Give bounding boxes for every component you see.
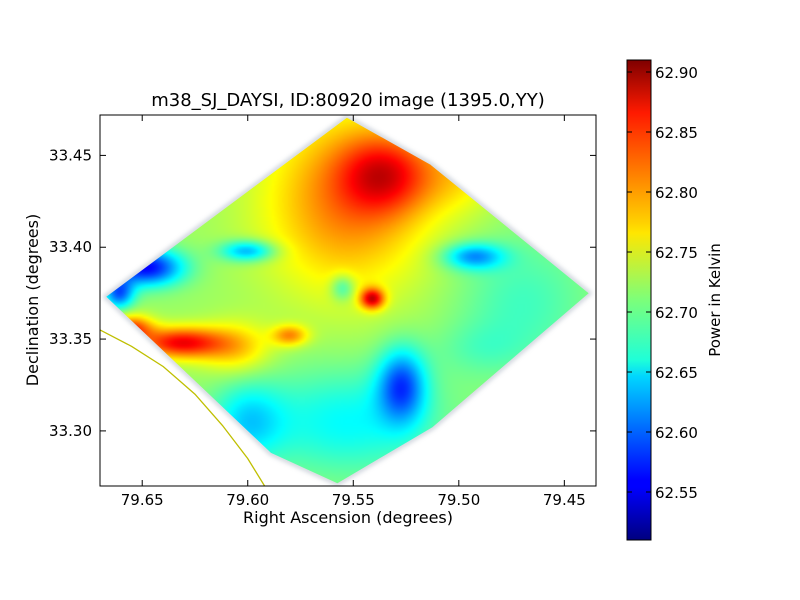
plot-frame	[99, 114, 597, 487]
y-tick-label: 33.30	[49, 422, 92, 440]
colorbar-tick-label: 62.75	[655, 244, 698, 262]
y-tick-label: 33.45	[49, 146, 92, 164]
colorbar-label: Power in Kelvin	[706, 243, 724, 357]
y-axis-label: Declination (degrees)	[23, 214, 42, 386]
colorbar-tick-label: 62.80	[655, 184, 698, 202]
y-tick-label: 33.40	[49, 238, 92, 256]
x-tick-label: 79.60	[226, 491, 269, 509]
colorbar-tick-label: 62.70	[655, 304, 698, 322]
colorbar-tick-label: 62.55	[655, 484, 698, 502]
x-tick-label: 79.65	[121, 491, 164, 509]
heatmap-area	[100, 115, 593, 486]
chart-title: m38_SJ_DAYSI, ID:80920 image (1395.0,YY)	[151, 90, 545, 111]
y-axis-ticks: 33.30 33.35 33.40 33.45	[49, 146, 596, 440]
colorbar-tick-label: 62.60	[655, 424, 698, 442]
colorbar-ticks: 62.55 62.60 62.65 62.70 62.75 62.80 62.85 62.90	[627, 64, 698, 502]
boundary-curve	[100, 329, 266, 486]
x-tick-label: 79.55	[332, 491, 375, 509]
x-tick-label: 79.50	[437, 491, 480, 509]
colorbar-tick-label: 62.85	[655, 124, 698, 142]
colorbar-tick-label: 62.90	[655, 64, 698, 82]
y-tick-label: 33.35	[49, 330, 92, 348]
heatmap-image	[106, 117, 589, 484]
x-axis-ticks: 79.65 79.60 79.55 79.50 79.45	[121, 115, 586, 509]
x-axis-label: Right Ascension (degrees)	[243, 508, 453, 527]
colorbar-gradient	[626, 59, 652, 541]
colorbar: 62.55 62.60 62.65 62.70 62.75 62.80 62.85 62.90…	[626, 59, 724, 541]
x-tick-label: 79.45	[543, 491, 586, 509]
colorbar-tick-label: 62.65	[655, 364, 698, 382]
